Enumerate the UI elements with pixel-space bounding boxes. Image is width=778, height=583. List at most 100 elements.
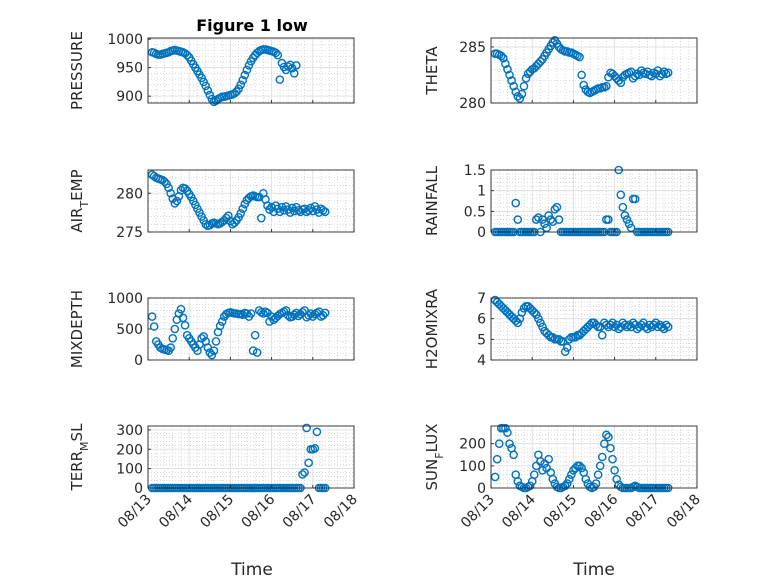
data-point [292, 61, 301, 70]
data-point [294, 205, 303, 215]
data-point [604, 432, 613, 442]
data-point [616, 78, 626, 88]
x-tick-label: 08/16 [582, 491, 622, 531]
y-tick-label: 285 [459, 40, 486, 56]
data-point [180, 184, 190, 193]
data-point [275, 75, 285, 84]
y-axis-label: SUNFLUX [423, 424, 446, 491]
subplot-rainfall: 0 0.5 1 1.5 RAINFALL [423, 163, 698, 241]
data-point [494, 439, 504, 449]
x-tick-label: 08/15 [540, 492, 580, 532]
y-axis-label-subscript: F [433, 452, 446, 458]
data-point [562, 479, 572, 488]
y-tick-label: 200 [116, 442, 143, 458]
data-point [199, 332, 208, 341]
data-point [548, 38, 558, 47]
x-axis-label-left: Time [230, 560, 273, 580]
data-point [267, 202, 276, 212]
data-point [178, 313, 188, 323]
data-point [560, 481, 570, 491]
y-axis-label: H2OMIXRA [423, 288, 441, 369]
axes-box [490, 297, 698, 361]
data-point [205, 220, 215, 230]
y-tick-label: 500 [116, 322, 143, 338]
data-point [240, 70, 250, 80]
data-point [618, 202, 628, 212]
data-point [513, 91, 523, 101]
data-point [252, 348, 262, 357]
y-tick-label: 6 [477, 312, 486, 328]
data-point [610, 322, 619, 332]
data-point [230, 218, 239, 227]
y-tick-label: 4 [477, 353, 486, 369]
data-point [256, 213, 266, 223]
data-point [172, 196, 182, 206]
data-point [532, 310, 541, 319]
data-point [612, 474, 621, 484]
data-point [637, 320, 646, 330]
data-point [182, 50, 192, 60]
y-axis-label: MIXDEPTH [68, 290, 86, 368]
data-point [207, 350, 217, 360]
x-tick-label: 08/13 [115, 492, 155, 532]
data-point [525, 481, 535, 491]
data-point [265, 317, 274, 326]
subplot-sun-flux: 0 100 200 08/13 08/14 08/15 08/16 08/17 08/18 SUN… [423, 424, 704, 532]
data-point [579, 80, 589, 90]
data-point [224, 211, 233, 221]
data-point [298, 470, 307, 479]
data-point [164, 183, 173, 193]
data-point [503, 428, 512, 437]
x-tick-label: 08/15 [197, 492, 237, 532]
data-point [304, 311, 313, 320]
data-point [513, 215, 523, 224]
data-point [581, 474, 591, 484]
data-point [250, 330, 260, 340]
data-point [651, 318, 661, 328]
data-point [546, 215, 556, 224]
data-point [492, 454, 502, 464]
data-point [168, 333, 178, 343]
data-point [542, 223, 551, 233]
y-axis-label-main: AIR [68, 208, 86, 233]
y-axis-label: AIRTEMP [68, 169, 91, 232]
data-point [517, 308, 527, 317]
y-tick-label: 1000 [107, 32, 143, 48]
y-axis-label: THETA [423, 46, 441, 96]
data-point [534, 213, 543, 222]
data-point [649, 320, 659, 330]
y-tick-label: 7 [477, 291, 486, 307]
x-tick-label: 08/17 [280, 492, 320, 532]
data-point [624, 320, 634, 330]
data-point [160, 177, 169, 186]
y-tick-label: 200 [459, 437, 486, 453]
data-point [513, 477, 523, 486]
data-point [147, 312, 157, 321]
data-point [567, 470, 576, 480]
y-tick-label: 280 [116, 186, 143, 202]
subplot-mixdepth: 0 500 1000 MIXDEPTH [68, 290, 355, 369]
subplot-terr-msl: 0 100 200 300 08/13 08/14 08/15 08/16 08/17 08/18… [68, 423, 361, 531]
data-point [591, 479, 601, 488]
y-axis-label-subscript: M [78, 441, 91, 451]
data-point [534, 314, 543, 323]
y-tick-label: 5 [477, 332, 486, 348]
data-point [180, 320, 190, 330]
data-point [538, 322, 547, 332]
y-tick-label: 1.5 [464, 163, 486, 179]
data-point [591, 320, 601, 330]
y-tick-label: 1000 [107, 291, 143, 307]
data-point [657, 69, 667, 79]
data-point [205, 348, 215, 357]
data-point [271, 48, 281, 58]
data-point [630, 320, 640, 330]
data-point [657, 322, 667, 332]
data-point [614, 324, 624, 334]
data-point [529, 308, 539, 317]
data-point [538, 215, 547, 224]
data-point [265, 205, 274, 214]
y-tick-label: 950 [116, 61, 143, 77]
subplot-h2omixra: 4 5 6 7 H2OMIXRA [423, 288, 698, 369]
data-point [550, 204, 560, 214]
y-tick-label: 280 [459, 96, 486, 112]
